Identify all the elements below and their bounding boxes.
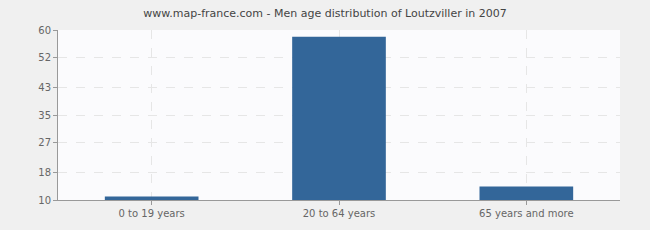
svg-text:60: 60	[38, 25, 51, 36]
svg-text:www.map-france.com - Men age d: www.map-france.com - Men age distributio…	[143, 7, 506, 20]
svg-text:35: 35	[38, 110, 51, 121]
svg-text:0 to 19 years: 0 to 19 years	[119, 208, 185, 219]
svg-text:65 years and more: 65 years and more	[479, 208, 574, 219]
svg-text:27: 27	[38, 137, 51, 148]
svg-text:10: 10	[38, 195, 51, 206]
svg-text:52: 52	[38, 52, 51, 63]
svg-text:18: 18	[38, 167, 51, 178]
svg-text:20 to 64 years: 20 to 64 years	[303, 208, 376, 219]
svg-text:43: 43	[38, 82, 51, 93]
